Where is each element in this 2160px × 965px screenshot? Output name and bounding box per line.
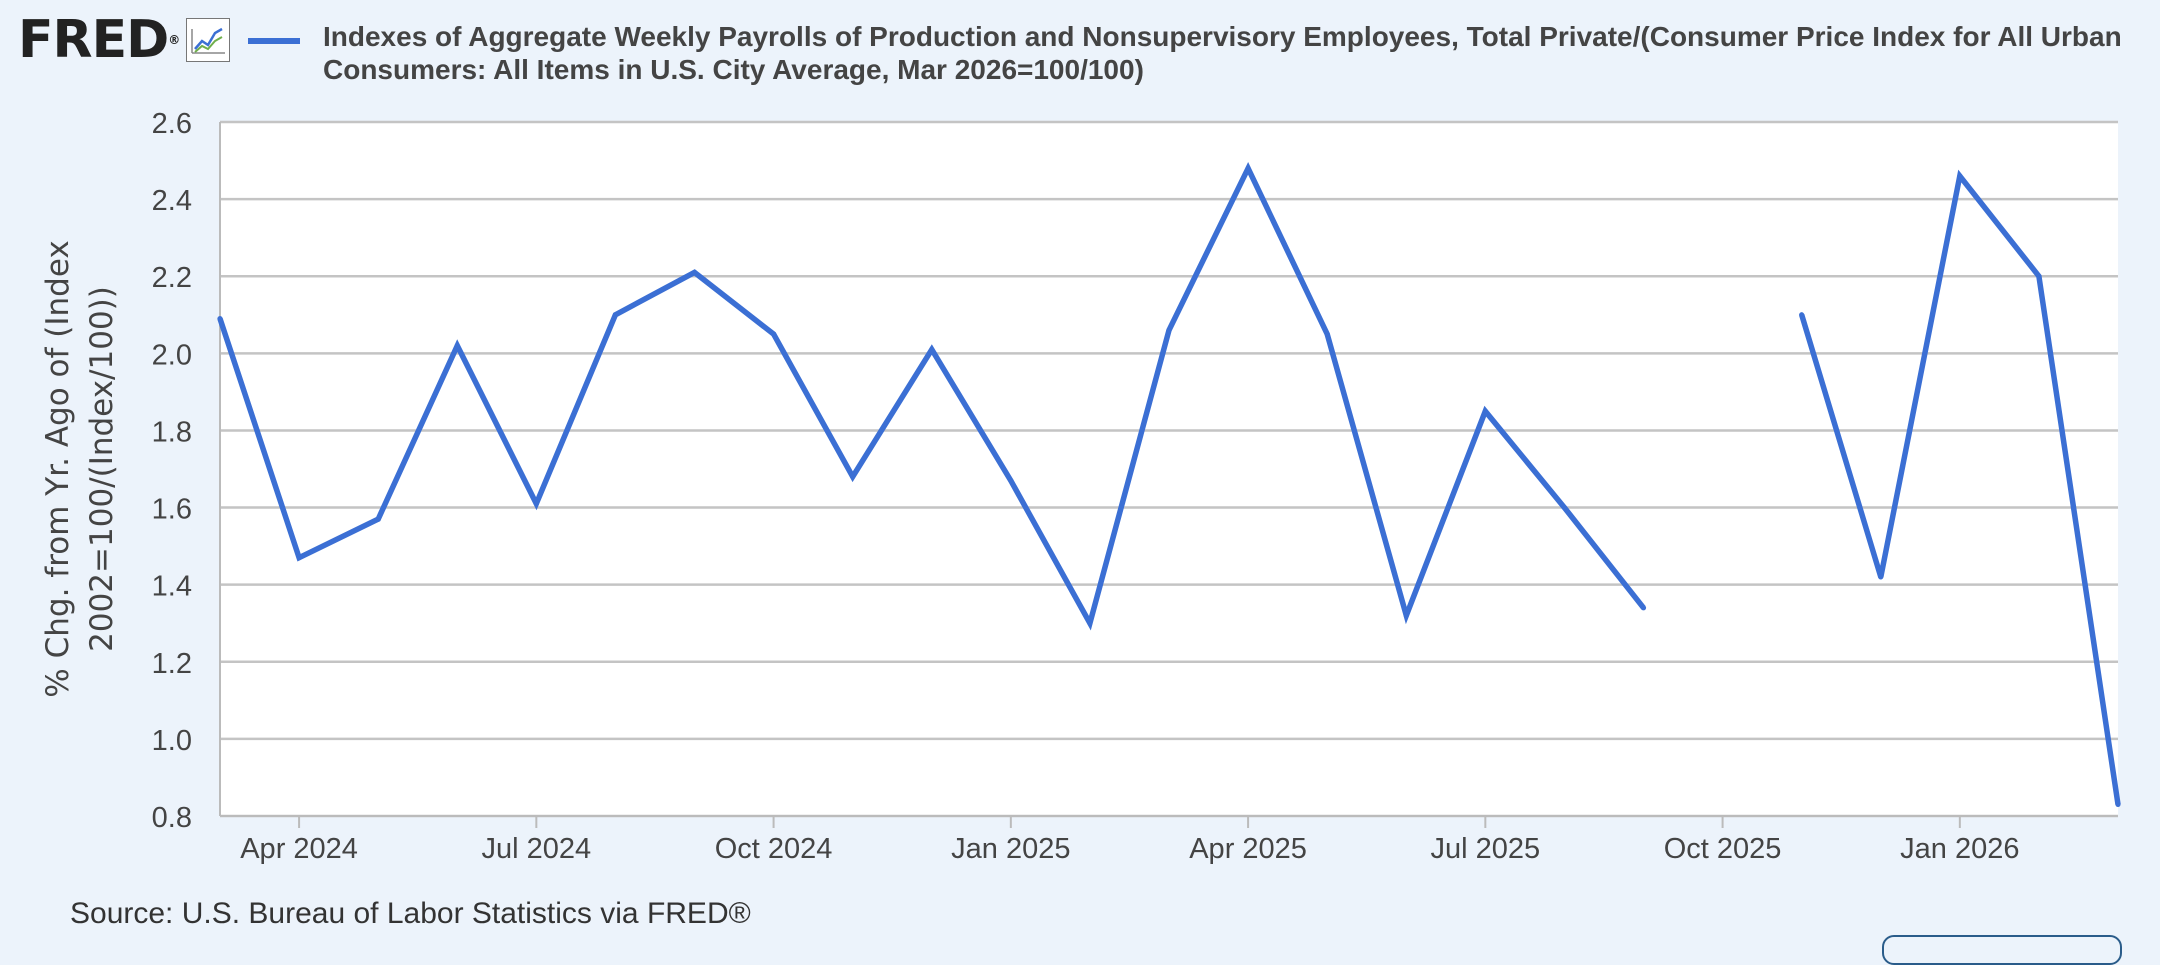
data-point — [1957, 173, 1963, 179]
data-point — [770, 331, 777, 337]
data-point — [375, 516, 381, 522]
data-point — [1561, 504, 1568, 511]
data-point — [1482, 408, 1488, 414]
y-tick-label: 1.8 — [152, 416, 192, 448]
line-chart: 0.8 1.0 1.2 1.4 1.6 1.8 2.0 2.2 2.4 2.6 Apr 2024 Ju… — [40, 108, 2121, 865]
x-tick-label: Apr 2025 — [1189, 833, 1307, 865]
legend-label: Indexes of Aggregate Weekly Payrolls of … — [323, 21, 2122, 85]
data-point — [2036, 273, 2042, 279]
legend-swatch — [248, 38, 300, 44]
data-point — [1166, 327, 1172, 333]
y-tick-label: 2.2 — [152, 262, 192, 294]
data-point — [1008, 477, 1014, 484]
data-point — [612, 312, 619, 318]
data-point — [1324, 331, 1330, 337]
x-tick-label: Jan 2026 — [1900, 833, 2019, 865]
data-point — [1878, 574, 1884, 580]
data-point — [1403, 612, 1409, 619]
chart-header: FRED® Indexes of Aggregate Weekly Payrol… — [18, 10, 2122, 94]
y-tick-label: 0.8 — [152, 802, 192, 834]
data-point — [929, 346, 935, 353]
data-point — [1087, 620, 1093, 626]
data-point — [691, 269, 698, 275]
x-tick-label: Apr 2024 — [240, 833, 358, 865]
y-tick-label: 1.0 — [152, 725, 192, 757]
data-point — [2115, 801, 2121, 808]
data-point — [454, 343, 460, 349]
data-point — [533, 501, 539, 507]
x-tick-label: Oct 2025 — [1664, 833, 1782, 865]
x-tick-label: Jan 2025 — [951, 833, 1070, 865]
x-tick-label: Jul 2025 — [1431, 833, 1541, 865]
x-tick-label: Oct 2024 — [715, 833, 833, 865]
data-point — [1640, 605, 1647, 611]
data-point — [850, 474, 856, 480]
plot-area — [220, 122, 2118, 816]
edit-graph-button[interactable] — [1882, 935, 2122, 965]
y-tick-label: 2.0 — [152, 339, 192, 371]
x-tick-label: Jul 2024 — [482, 833, 592, 865]
data-point — [217, 316, 223, 322]
y-tick-label: 2.6 — [152, 108, 192, 140]
source-note: Source: U.S. Bureau of Labor Statistics … — [70, 897, 751, 930]
line-chart-icon[interactable] — [186, 18, 230, 62]
data-point — [1799, 312, 1805, 318]
data-point — [1245, 165, 1251, 171]
y-tick-label: 1.6 — [152, 494, 192, 526]
fred-logo[interactable]: FRED® — [18, 10, 180, 70]
y-tick-label: 1.4 — [152, 571, 192, 603]
y-tick-label: 2.4 — [152, 185, 192, 217]
y-axis-title: % Chg. from Yr. Ago of (Index 2002=100/(I… — [40, 240, 120, 697]
data-point — [296, 555, 302, 561]
y-tick-label: 1.2 — [152, 648, 192, 680]
